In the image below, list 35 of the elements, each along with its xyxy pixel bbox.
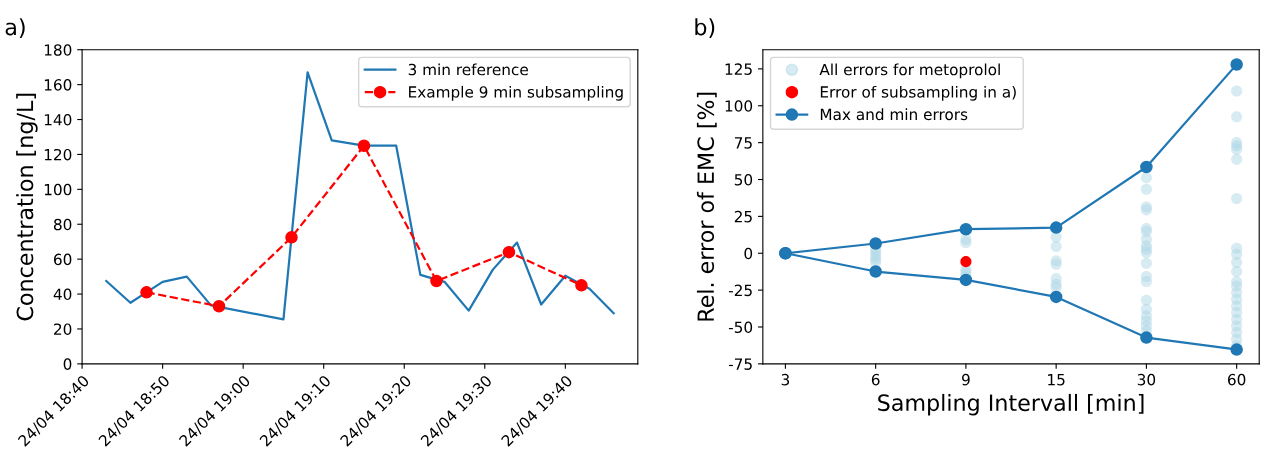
x-axis-title: Sampling Intervall [min] bbox=[878, 393, 1144, 416]
y-tick-label: 0 bbox=[63, 358, 72, 370]
y-tick-label: 20 bbox=[54, 323, 72, 335]
y-tick-label: -25 bbox=[728, 284, 752, 297]
x-tick-label: 6 bbox=[871, 373, 880, 386]
y-tick-label: -75 bbox=[728, 358, 752, 370]
y-tick-label: 60 bbox=[54, 253, 72, 266]
y-tick-label: 160 bbox=[44, 79, 72, 91]
y-axis-title: Concentration [ng/L] bbox=[16, 93, 38, 321]
y-tick-label: 80 bbox=[53, 218, 72, 231]
y-tick-label: 120 bbox=[44, 148, 72, 161]
y-tick-label: 25 bbox=[734, 210, 752, 223]
y-tick-label: 0 bbox=[744, 247, 753, 260]
y-tick-label: 100 bbox=[44, 183, 72, 196]
legend-label: Max and min errors bbox=[820, 108, 968, 121]
y-tick-label: 100 bbox=[725, 100, 753, 112]
y-tick-label: 140 bbox=[44, 113, 72, 126]
x-tick-label: 60 bbox=[1228, 373, 1246, 386]
y-tick-label: 125 bbox=[725, 63, 752, 75]
x-tick-label: 9 bbox=[962, 373, 970, 386]
y-axis-title: Rel. error of EMC [%] bbox=[696, 92, 717, 321]
legend-label: All errors for metoprolol bbox=[819, 63, 1000, 79]
x-tick-label: 15 bbox=[1048, 374, 1065, 386]
x-tick-label: 30 bbox=[1137, 373, 1156, 386]
y-tick-label: 75 bbox=[734, 137, 752, 149]
x-tick-label: 3 bbox=[781, 373, 790, 386]
legend-label: Example 9 min subsampling bbox=[409, 85, 623, 101]
chart-title: b) bbox=[695, 18, 715, 39]
y-tick-label: 50 bbox=[734, 173, 753, 186]
y-tick-label: 180 bbox=[44, 44, 72, 56]
y-tick-label: -50 bbox=[728, 321, 753, 334]
chart-title: a) bbox=[5, 18, 25, 39]
y-tick-label: 40 bbox=[53, 288, 72, 301]
legend-label: 3 min reference bbox=[408, 63, 528, 76]
legend-label: Error of subsampling in a) bbox=[820, 85, 1016, 101]
